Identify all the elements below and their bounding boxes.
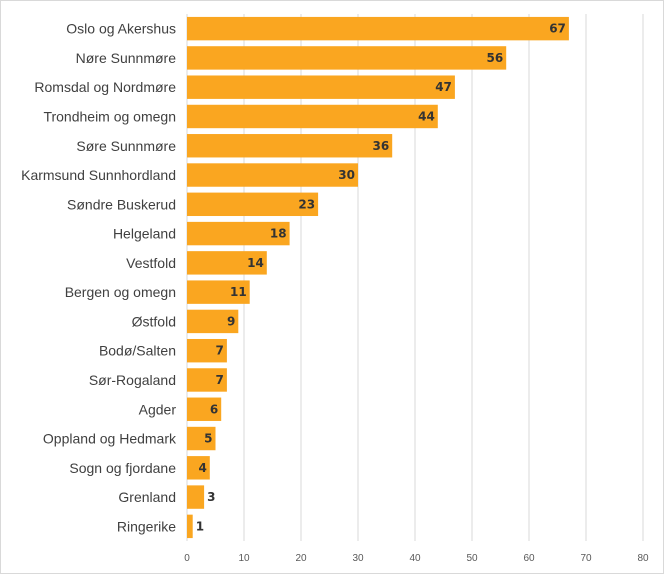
data-label: 56 — [486, 51, 503, 65]
x-tick-label: 20 — [295, 553, 307, 564]
data-label: 3 — [207, 490, 215, 504]
category-label: Søre Sunnmøre — [76, 138, 176, 154]
category-label: Søndre Buskerud — [67, 196, 176, 212]
x-tick-label: 70 — [580, 553, 592, 564]
x-tick-label: 80 — [637, 553, 649, 564]
category-label: Vestfold — [126, 255, 176, 271]
category-label: Bodø/Salten — [99, 343, 176, 359]
category-labels: Oslo og Akershus Nøre Sunnmøre Romsdal og … — [21, 21, 177, 535]
bar — [187, 134, 393, 158]
category-label: Nøre Sunnmøre — [76, 50, 177, 66]
data-label: 36 — [372, 139, 389, 153]
category-label: Sogn og fjordane — [69, 460, 176, 476]
bar — [187, 163, 358, 187]
category-label: Karmsund Sunnhordland — [21, 167, 176, 183]
data-label: 11 — [230, 285, 247, 299]
category-label: Agder — [139, 401, 177, 417]
data-label: 47 — [435, 80, 452, 94]
x-tick-label: 30 — [352, 553, 364, 564]
bar — [187, 221, 290, 246]
bar — [187, 104, 438, 129]
bars — [187, 16, 569, 539]
bar — [187, 485, 205, 509]
bar — [187, 251, 267, 275]
bar — [187, 368, 227, 392]
category-label: Trondheim og omegn — [43, 108, 176, 124]
data-label: 30 — [338, 168, 355, 182]
data-label: 23 — [298, 197, 315, 211]
data-label: 67 — [549, 22, 566, 36]
data-label: 18 — [270, 227, 287, 241]
bar — [187, 456, 210, 480]
x-tick-label: 60 — [523, 553, 535, 564]
data-label: 7 — [216, 373, 224, 387]
gridlines — [186, 14, 644, 541]
category-label: Bergen og omegn — [65, 284, 176, 300]
bar — [187, 280, 250, 304]
category-label: Sør-Rogaland — [89, 372, 176, 388]
category-label: Østfold — [132, 313, 176, 329]
data-label: 14 — [247, 256, 264, 270]
bar — [187, 46, 507, 70]
data-label: 7 — [216, 344, 224, 358]
x-axis-tick-labels: 0 10 20 30 40 50 60 70 80 — [184, 553, 649, 564]
category-label: Helgeland — [113, 226, 176, 242]
data-label: 6 — [210, 402, 218, 416]
category-label: Oppland og Hedmark — [43, 431, 177, 447]
data-label: 9 — [227, 314, 235, 328]
data-label: 1 — [196, 519, 204, 533]
category-label: Grenland — [118, 489, 176, 505]
bar — [187, 426, 216, 451]
x-tick-label: 50 — [466, 553, 478, 564]
bar — [187, 16, 569, 41]
bar — [187, 514, 193, 539]
x-tick-label: 0 — [184, 553, 190, 564]
category-label: Oslo og Akershus — [66, 21, 176, 37]
value-labels: 67 56 47 44 36 30 23 18 14 11 9 7 7 6 5 4 3 1 — [196, 22, 566, 534]
bar — [187, 75, 455, 99]
category-label: Romsdal og Nordmøre — [34, 79, 176, 95]
bar — [187, 338, 227, 363]
data-label: 5 — [204, 432, 212, 446]
data-label: 4 — [198, 461, 206, 475]
bar — [187, 192, 319, 217]
x-tick-label: 10 — [238, 553, 250, 564]
x-tick-label: 40 — [409, 553, 421, 564]
category-label: Ringerike — [117, 518, 176, 534]
bar — [187, 397, 222, 421]
bar — [187, 309, 239, 334]
data-label: 44 — [418, 109, 435, 123]
